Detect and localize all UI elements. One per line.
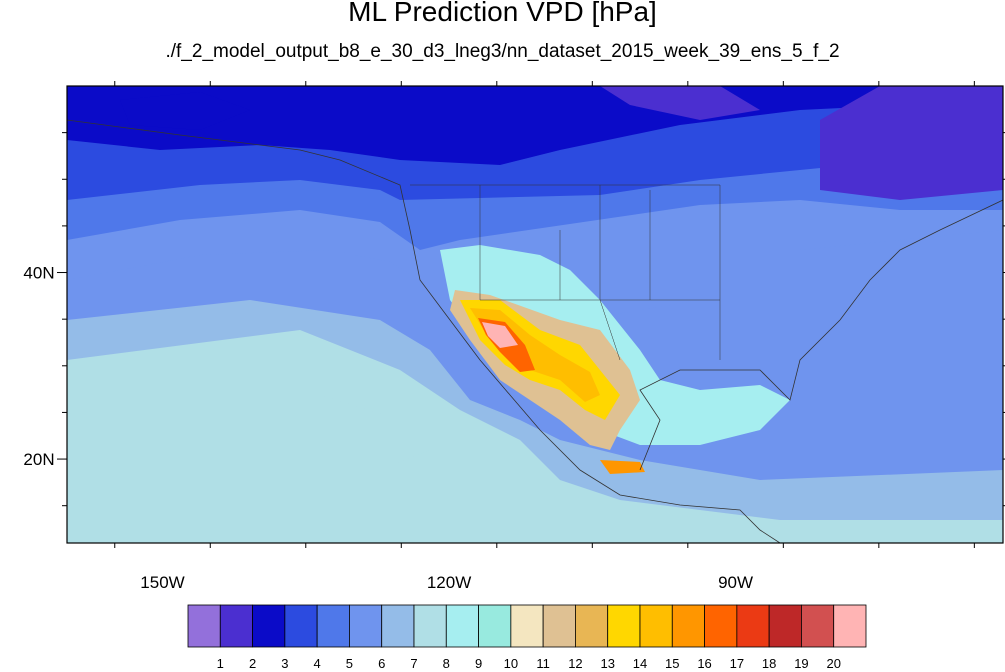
colorbar-box — [252, 604, 286, 648]
map-border — [66, 85, 1004, 544]
colorbar-box — [510, 604, 544, 648]
colorbar-box — [801, 604, 835, 648]
x-tick-label: 90W — [718, 573, 753, 592]
colorbar-label: 10 — [504, 656, 518, 671]
colorbar-label: 4 — [314, 656, 321, 671]
chart-title: ML Prediction VPD [hPa] — [348, 0, 657, 27]
field-alaska — [120, 92, 250, 130]
colorbar-label: 12 — [568, 656, 582, 671]
field-sonoran-core — [482, 322, 518, 348]
colorbar-box — [639, 604, 673, 648]
field-subtropical-pacific — [110, 390, 430, 470]
x-tick-label: 150W — [140, 573, 184, 592]
colorbar-box — [284, 604, 318, 648]
field-mexico-hotspot — [600, 460, 645, 474]
field-band-2 — [67, 86, 1003, 165]
colorbar-label: 7 — [410, 656, 417, 671]
colorbar: 1 2 3 4 5 6 7 8 9 10 11 12 13 14 15 16 17 18 19 20 — [187, 604, 867, 671]
colorbar-label: 15 — [665, 656, 679, 671]
colorbar-label: 1 — [217, 656, 224, 671]
field-canada-north-2 — [600, 86, 760, 120]
colorbar-box — [316, 604, 350, 648]
colorbar-box — [478, 604, 512, 648]
colorbar-box — [219, 604, 253, 648]
colorbar-label: 18 — [762, 656, 776, 671]
colorbar-box — [413, 604, 447, 648]
colorbar-label: 6 — [378, 656, 385, 671]
field-canada-north — [820, 86, 1003, 200]
colorbar-label: 3 — [281, 656, 288, 671]
colorbar-label: 8 — [443, 656, 450, 671]
colorbar-box — [575, 604, 609, 648]
map-frame — [66, 85, 1004, 544]
colorbar-label: 20 — [826, 656, 840, 671]
colorbar-label: 9 — [475, 656, 482, 671]
colorbar-box — [671, 604, 705, 648]
colorbar-box — [768, 604, 802, 648]
colorbar-box — [381, 604, 415, 648]
x-tick-label: 120W — [427, 573, 471, 592]
y-tick-label: 20N — [23, 450, 54, 469]
map-field — [67, 86, 1003, 543]
colorbar-box — [704, 604, 738, 648]
y-tick-label: 40N — [23, 264, 54, 283]
colorbar-label: 17 — [730, 656, 744, 671]
colorbar-label: 5 — [346, 656, 353, 671]
colorbar-label: 16 — [697, 656, 711, 671]
colorbar-box — [736, 604, 770, 648]
colorbar-label: 11 — [536, 656, 550, 671]
colorbar-label: 13 — [600, 656, 614, 671]
colorbar-label: 14 — [633, 656, 647, 671]
colorbar-box — [349, 604, 383, 648]
colorbar-label: 19 — [794, 656, 808, 671]
colorbar-box — [833, 604, 867, 648]
colorbar-box — [542, 604, 576, 648]
colorbar-box — [445, 604, 479, 648]
colorbar-label: 2 — [249, 656, 256, 671]
state-borders — [410, 184, 721, 361]
chart-subtitle: ./f_2_model_output_b8_e_30_d3_lneg3/nn_d… — [165, 41, 840, 62]
colorbar-box — [607, 604, 641, 648]
colorbar-box — [187, 604, 221, 648]
map-ticks: 150W 120W 90W 40N 20N — [23, 81, 1005, 592]
coastline — [67, 119, 1003, 543]
